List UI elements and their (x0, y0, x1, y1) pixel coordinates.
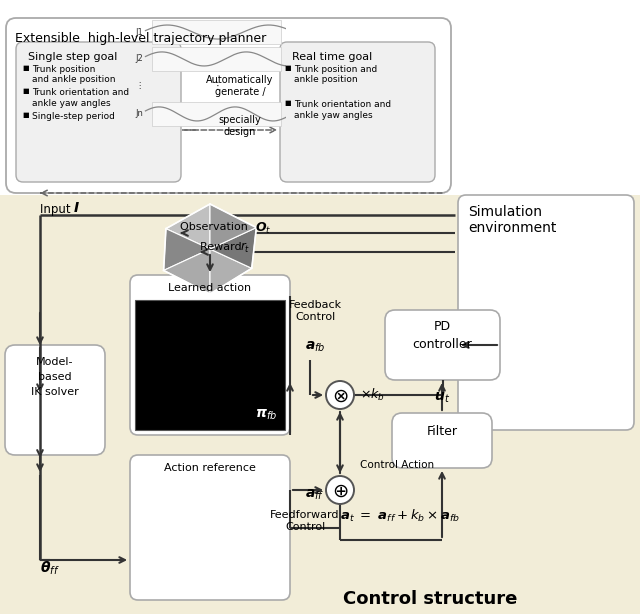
Text: ■: ■ (22, 112, 29, 118)
Text: ■: ■ (22, 88, 29, 94)
Text: $\boldsymbol{\theta}_{ff}$: $\boldsymbol{\theta}_{ff}$ (40, 560, 60, 577)
Text: ■: ■ (284, 65, 291, 71)
Circle shape (326, 381, 354, 409)
Text: ⊕: ⊕ (332, 481, 348, 500)
Text: $\boldsymbol{I}$: $\boldsymbol{I}$ (73, 201, 80, 215)
Text: specially
design: specially design (219, 115, 261, 136)
Text: $\boldsymbol{u}_t$: $\boldsymbol{u}_t$ (434, 391, 450, 405)
Text: Single-step period: Single-step period (32, 112, 115, 121)
Text: Action reference: Action reference (164, 463, 256, 473)
Bar (135, 300, 285, 430)
Text: Learned action: Learned action (168, 283, 252, 293)
Text: Automatically
generate /: Automatically generate / (206, 75, 274, 96)
Text: ankle yaw angles: ankle yaw angles (32, 98, 111, 107)
Text: Feedback
Control: Feedback Control (289, 300, 342, 322)
Circle shape (326, 476, 354, 504)
FancyBboxPatch shape (130, 455, 290, 600)
Text: $\boldsymbol{O}_t$: $\boldsymbol{O}_t$ (255, 221, 271, 236)
Text: ■: ■ (22, 65, 29, 71)
Text: Extensible  high-level trajectory planner: Extensible high-level trajectory planner (15, 32, 266, 45)
Text: Real time goal: Real time goal (292, 52, 372, 62)
Text: $\boldsymbol{a}_{ff}$: $\boldsymbol{a}_{ff}$ (305, 488, 324, 502)
Text: ankle yaw angles: ankle yaw angles (294, 111, 372, 120)
Text: Reward: Reward (200, 242, 245, 252)
FancyBboxPatch shape (130, 275, 290, 435)
Text: Input: Input (40, 203, 74, 216)
Text: and ankle position: and ankle position (32, 76, 115, 85)
Text: ⊗: ⊗ (332, 386, 348, 405)
Text: Trunk orientation and: Trunk orientation and (32, 88, 129, 97)
Text: $\boldsymbol{\pi}_{fb}$: $\boldsymbol{\pi}_{fb}$ (255, 408, 277, 422)
FancyBboxPatch shape (458, 195, 634, 430)
Text: Control structure: Control structure (343, 590, 517, 608)
Text: Observation: Observation (180, 222, 252, 232)
Text: $r_t$: $r_t$ (240, 241, 250, 255)
FancyBboxPatch shape (392, 413, 492, 468)
Text: Feedforward
Control: Feedforward Control (270, 510, 340, 532)
FancyBboxPatch shape (6, 18, 451, 193)
Bar (0, 195, 640, 614)
Text: Simulation
environment: Simulation environment (468, 205, 556, 235)
Text: PD
controller: PD controller (413, 320, 472, 351)
Text: $\boldsymbol{a}_t\ =\ \boldsymbol{a}_{ff}+k_b\times \boldsymbol{a}_{fb}$: $\boldsymbol{a}_t\ =\ \boldsymbol{a}_{ff… (340, 508, 460, 524)
Text: ankle position: ankle position (294, 76, 358, 85)
Text: $\boldsymbol{a}_{fb}$: $\boldsymbol{a}_{fb}$ (305, 340, 326, 354)
Text: Trunk position: Trunk position (32, 65, 95, 74)
FancyBboxPatch shape (16, 42, 181, 182)
Text: Trunk orientation and: Trunk orientation and (294, 100, 391, 109)
FancyBboxPatch shape (280, 42, 435, 182)
Text: $\times k_b$: $\times k_b$ (360, 387, 385, 403)
Text: Control Action: Control Action (360, 460, 434, 470)
FancyBboxPatch shape (385, 310, 500, 380)
Text: Model-
based
IK solver: Model- based IK solver (31, 357, 79, 397)
Text: Trunk position and: Trunk position and (294, 65, 377, 74)
Text: Filter: Filter (426, 425, 458, 438)
FancyBboxPatch shape (5, 345, 105, 455)
Text: Single step goal: Single step goal (28, 52, 117, 62)
Text: ■: ■ (284, 100, 291, 106)
